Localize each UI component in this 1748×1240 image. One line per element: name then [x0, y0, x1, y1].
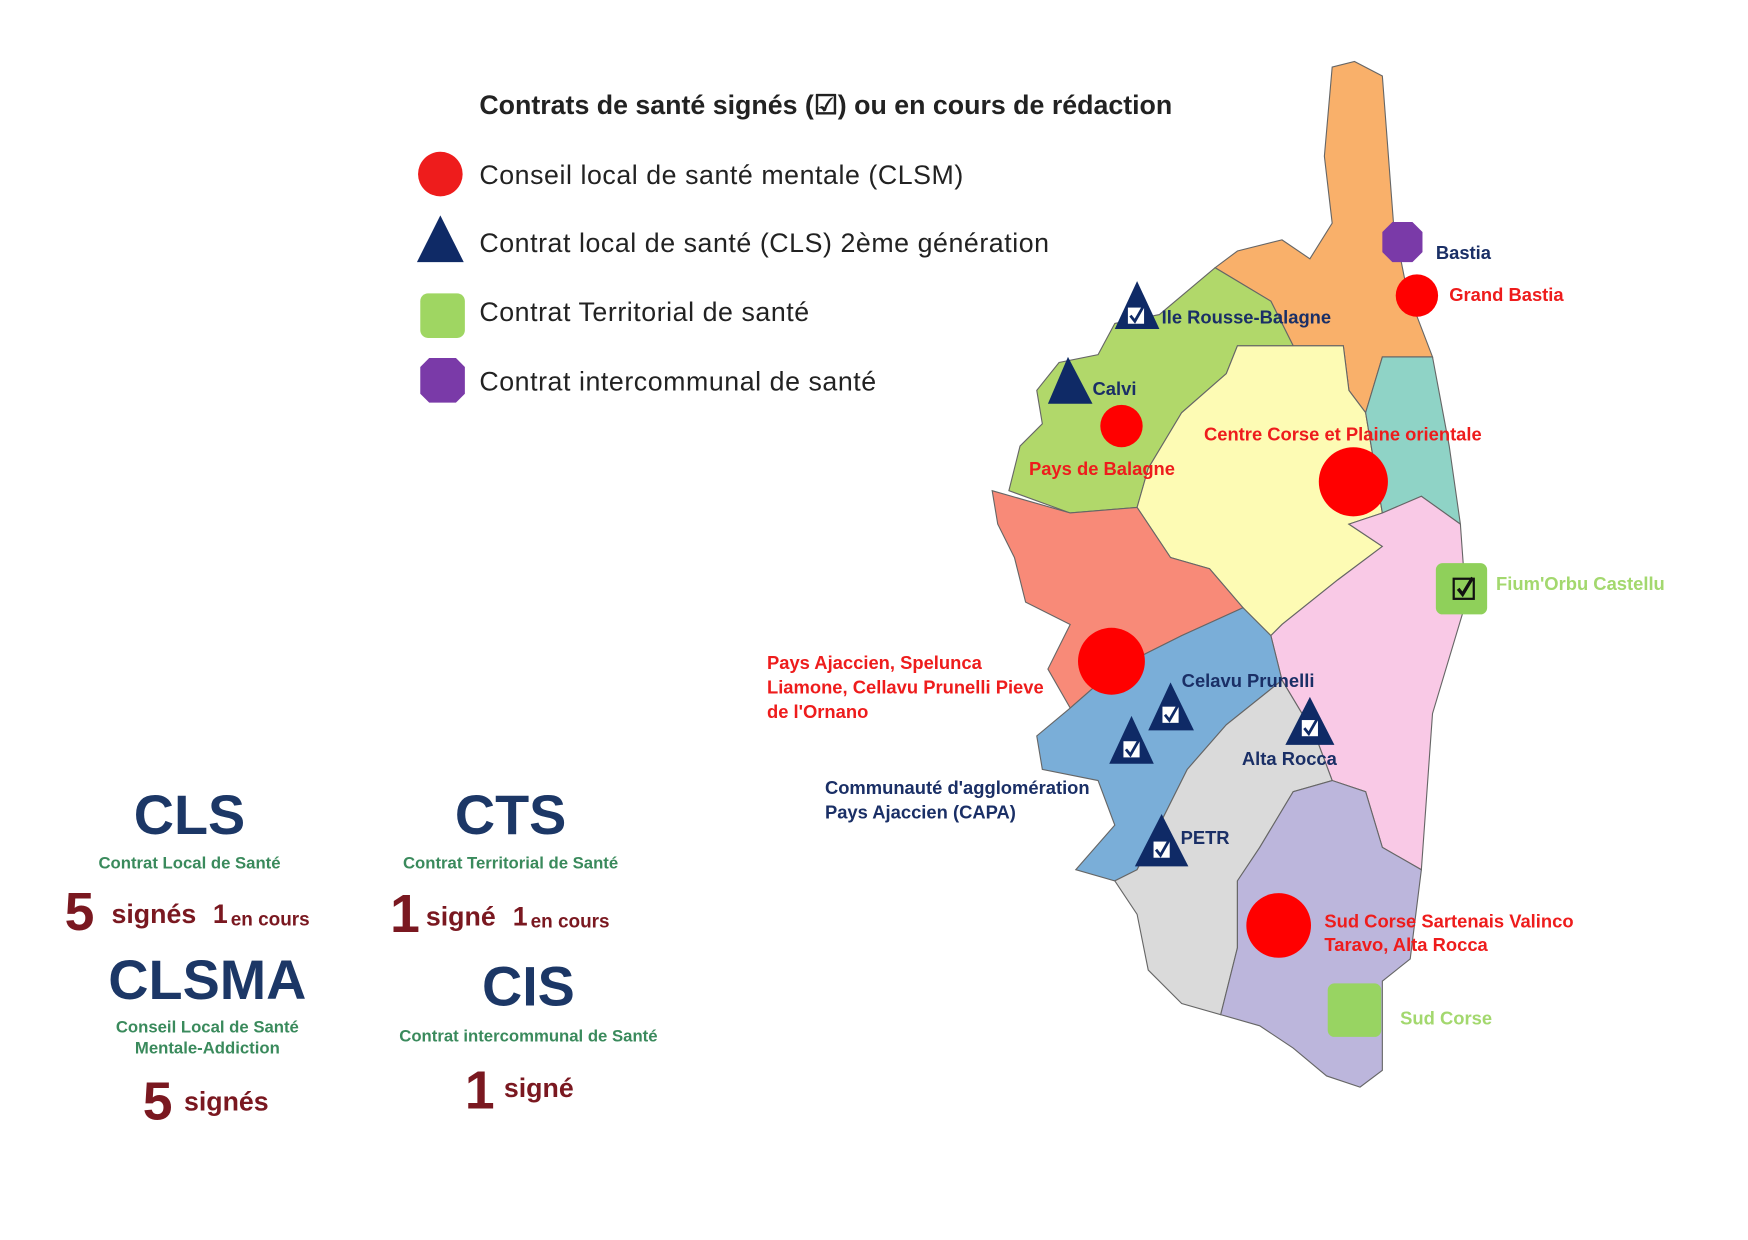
- label-celavu-prunelli: Celavu Prunelli: [1182, 670, 1315, 691]
- stat-clsma: CLSMA Conseil Local de Santé Mentale-Add…: [108, 949, 306, 1131]
- stat-cts-signed-count: 1: [390, 885, 420, 944]
- legend-item-clsm: Conseil local de santé mentale (CLSM): [479, 160, 964, 190]
- legend-red-circle-icon: [418, 151, 463, 197]
- stat-cts-pending-label: en cours: [531, 912, 610, 933]
- label-capa-line1: Communauté d'agglomération: [825, 777, 1090, 798]
- petr-cls-marker-icon: [1134, 813, 1189, 867]
- stat-cis-signed-label: signé: [504, 1073, 574, 1103]
- legend-item-cts: Contrat Territorial de santé: [479, 297, 809, 327]
- stat-cis: CIS Contrat intercommunal de Santé 1 sig…: [399, 956, 657, 1121]
- ile-rousse-cls-marker-icon: [1114, 281, 1160, 330]
- label-grand-bastia: Grand Bastia: [1449, 284, 1564, 305]
- label-sud-corse-clsm-line1: Sud Corse Sartenais Valinco: [1324, 911, 1573, 932]
- stat-cls-signed-count: 5: [65, 883, 95, 942]
- label-pays-ajaccien-line2: Liamone, Cellavu Prunelli Pieve: [767, 677, 1044, 698]
- stat-cis-signed-count: 1: [465, 1061, 495, 1120]
- stat-clsma-signed-label: signés: [184, 1087, 269, 1117]
- legend-triangle-icon: [416, 215, 464, 263]
- pays-ajaccien-clsm-marker-icon: [1078, 627, 1145, 695]
- legend-title: Contrats de santé signés (☑) ou en cours…: [479, 90, 1172, 120]
- stat-clsma-signed-count: 5: [143, 1072, 173, 1131]
- stat-cts-pending-count: 1: [513, 901, 528, 931]
- legend-item-cls: Contrat local de santé (CLS) 2ème généra…: [479, 228, 1049, 258]
- label-ile-rousse: Ile Rousse-Balagne: [1162, 306, 1332, 327]
- celavu-cls-marker-icon: [1148, 682, 1194, 731]
- centre-corse-clsm-marker-icon: [1318, 447, 1388, 517]
- label-fiumorbu: Fium'Orbu Castellu: [1496, 573, 1665, 594]
- label-bastia: Bastia: [1436, 242, 1492, 263]
- label-petr: PETR: [1181, 827, 1230, 848]
- stat-cis-acronym: CIS: [482, 956, 575, 1018]
- stat-clsma-full-line1: Conseil Local de Santé: [116, 1017, 299, 1036]
- stat-cls-pending-label: en cours: [231, 909, 310, 930]
- label-alta-rocca: Alta Rocca: [1242, 748, 1338, 769]
- stat-cis-full: Contrat intercommunal de Santé: [399, 1026, 657, 1045]
- stat-cls-signed-label: signés: [111, 899, 196, 929]
- alta-rocca-cls-marker-icon: [1285, 696, 1335, 745]
- label-pays-balagne: Pays de Balagne: [1029, 458, 1175, 479]
- fiumorbu-cts-marker-icon: [1435, 563, 1488, 615]
- calvi-cls-marker-icon: [1047, 356, 1093, 404]
- bastia-cis-marker-icon: [1382, 222, 1423, 263]
- label-pays-ajaccien-line3: de l'Ornano: [767, 701, 868, 722]
- stat-cls-pending-count: 1: [213, 899, 228, 929]
- stat-cts-full: Contrat Territorial de Santé: [403, 854, 618, 873]
- stat-clsma-full-line2: Mentale-Addiction: [135, 1039, 280, 1058]
- stat-cls-acronym: CLS: [134, 784, 245, 846]
- grand-bastia-clsm-marker-icon: [1395, 274, 1439, 317]
- label-sud-corse: Sud Corse: [1400, 1008, 1492, 1029]
- stat-cts-acronym: CTS: [455, 784, 566, 846]
- label-sud-corse-clsm-line2: Taravo, Alta Rocca: [1324, 934, 1488, 955]
- legend-item-cis: Contrat intercommunal de santé: [479, 366, 876, 396]
- stat-clsma-acronym: CLSMA: [108, 949, 306, 1011]
- sud-corse-cts-marker-icon: [1327, 983, 1382, 1037]
- legend-green-square-icon: [420, 293, 465, 338]
- label-pays-ajaccien-line1: Pays Ajaccien, Spelunca: [767, 652, 983, 673]
- stat-cts: CTS Contrat Territorial de Santé 1 signé…: [390, 784, 618, 944]
- legend-purple-octagon-icon: [420, 358, 465, 403]
- stat-cts-signed-label: signé: [426, 901, 496, 931]
- pays-balagne-clsm-marker-icon: [1100, 404, 1143, 448]
- label-capa-line2: Pays Ajaccien (CAPA): [825, 801, 1016, 822]
- stat-cls-full: Contrat Local de Santé: [98, 854, 280, 873]
- label-calvi: Calvi: [1093, 378, 1137, 399]
- label-centre-corse: Centre Corse et Plaine orientale: [1204, 424, 1482, 445]
- stat-cls: CLS Contrat Local de Santé 5 signés 1 en…: [65, 784, 310, 942]
- sud-corse-clsm-marker-icon: [1246, 893, 1311, 958]
- capa-cls-marker-icon: [1109, 715, 1154, 764]
